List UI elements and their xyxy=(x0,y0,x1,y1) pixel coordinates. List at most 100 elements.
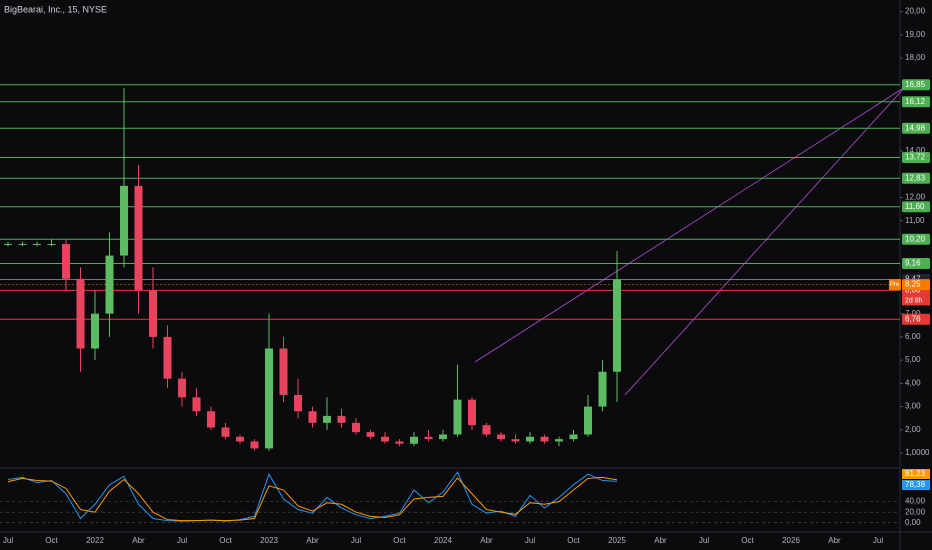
y-tick-label: 11,00 xyxy=(905,216,925,225)
x-tick-label: Abr xyxy=(654,536,667,545)
osc-last-label: 81,23 xyxy=(905,469,926,478)
y-tick-label: 14,00 xyxy=(905,146,926,155)
level-label: 10,20 xyxy=(905,234,926,243)
candle-body xyxy=(120,185,128,256)
level-box xyxy=(902,122,930,134)
y-tick-label: 20,00 xyxy=(905,7,926,16)
chart-title: BigBearai, Inc., 15, NYSE xyxy=(4,4,107,14)
x-tick-label: Abr xyxy=(828,536,841,545)
x-tick-label: Jul xyxy=(351,536,361,545)
level-label: 13,72 xyxy=(905,153,926,162)
x-tick-label: 2022 xyxy=(86,536,104,545)
y-tick-label: 3,00 xyxy=(905,402,921,411)
y-tick-label: 1,0000 xyxy=(905,448,930,457)
candle-body xyxy=(410,436,418,444)
candle-body xyxy=(62,243,70,279)
x-tick-label: 2024 xyxy=(434,536,452,545)
candle-body xyxy=(613,279,621,372)
candle-body xyxy=(540,436,549,442)
x-tick-label: Jul xyxy=(525,536,535,545)
level-label: 12,83 xyxy=(905,173,926,182)
premarket-tag-box xyxy=(889,279,901,291)
osc-last-box xyxy=(902,480,930,490)
level-box xyxy=(902,233,930,245)
candle-body xyxy=(453,399,462,435)
trend-line xyxy=(624,86,906,396)
level-label: 11,60 xyxy=(905,202,925,211)
y-tick-label: 5,00 xyxy=(905,355,921,364)
y-tick-label: 12,00 xyxy=(905,193,926,202)
level-box xyxy=(902,152,930,164)
level-box xyxy=(902,313,930,325)
x-tick-label: Abr xyxy=(480,536,493,545)
candle-body xyxy=(4,243,12,245)
candle-body xyxy=(163,336,172,379)
candle-body xyxy=(439,434,447,440)
candle-body xyxy=(598,371,607,407)
level-label: 16,12 xyxy=(905,97,926,106)
level-box xyxy=(902,257,930,269)
trend-line xyxy=(474,86,906,363)
x-tick-label: Abr xyxy=(132,536,145,545)
candle-body xyxy=(511,439,520,442)
y-tick-label: 18,00 xyxy=(905,53,926,62)
candle-body xyxy=(468,399,476,426)
candle-body xyxy=(91,313,99,349)
premarket-tag: Pre xyxy=(890,282,900,288)
candle-body xyxy=(337,415,346,423)
candle-body xyxy=(323,415,331,423)
x-tick-label: 2023 xyxy=(260,536,278,545)
osc-last-label: 78,38 xyxy=(905,480,926,489)
osc-tick-label: 40,00 xyxy=(905,497,926,506)
candle-body xyxy=(497,434,505,440)
x-tick-label: Jul xyxy=(177,536,187,545)
osc-line xyxy=(7,476,618,522)
candle-body xyxy=(482,425,491,435)
countdown: 2d 8h xyxy=(905,297,923,304)
candle-body xyxy=(279,348,288,395)
candle-body xyxy=(221,427,230,437)
candle-body xyxy=(265,348,273,449)
candle-body xyxy=(178,378,186,398)
x-tick-label: 2026 xyxy=(782,536,800,545)
level-box xyxy=(902,96,930,108)
x-tick-label: Oct xyxy=(393,536,406,545)
premarket-label: 8,25 xyxy=(905,280,921,289)
x-tick-label: Jul xyxy=(3,536,13,545)
level-label: 16,85 xyxy=(905,80,926,89)
y-tick-label: 7,00 xyxy=(905,309,921,318)
candle-body xyxy=(352,422,360,433)
y-tick-label: 6,00 xyxy=(905,332,921,341)
candle-body xyxy=(250,441,259,449)
premarket-box xyxy=(902,279,930,291)
x-tick-label: Oct xyxy=(45,536,58,545)
candle-body xyxy=(366,432,375,437)
y-tick-label: 19,00 xyxy=(905,30,926,39)
level-label: 6,76 xyxy=(905,314,921,323)
level-label: 14,98 xyxy=(905,123,926,132)
x-tick-label: Jul xyxy=(699,536,709,545)
level-box xyxy=(902,201,930,213)
candle-body xyxy=(381,436,389,442)
candle-body xyxy=(424,436,433,440)
candle-body xyxy=(207,411,215,428)
osc-tick-label: 0,00 xyxy=(905,518,921,527)
x-tick-label: Oct xyxy=(567,536,580,545)
candle-body xyxy=(18,243,27,245)
candle-body xyxy=(149,290,157,337)
candle-body xyxy=(555,439,563,442)
x-tick-label: Oct xyxy=(219,536,232,545)
level-label: 9,16 xyxy=(905,259,921,268)
osc-line xyxy=(7,471,618,522)
level-box xyxy=(902,172,930,184)
candle-body xyxy=(584,406,592,435)
x-tick-label: Jul xyxy=(873,536,883,545)
candle-body xyxy=(236,436,244,442)
candle-body xyxy=(76,278,85,349)
candle-body xyxy=(308,411,317,423)
level-box xyxy=(902,79,930,91)
countdown-box xyxy=(902,295,930,306)
candle-body xyxy=(33,243,41,245)
